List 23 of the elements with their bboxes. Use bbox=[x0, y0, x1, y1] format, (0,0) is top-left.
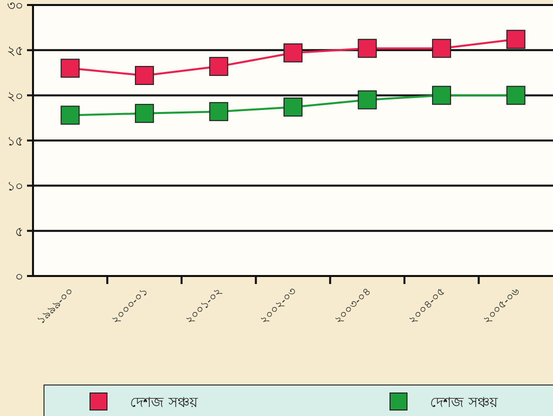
point bbox=[432, 86, 452, 105]
y-tick-label: ৫ bbox=[15, 224, 23, 240]
point bbox=[60, 58, 80, 78]
point bbox=[284, 98, 302, 117]
point bbox=[134, 66, 154, 85]
y-tick-label: ৩০ bbox=[7, 0, 23, 14]
point bbox=[134, 104, 154, 123]
y-tick-label: ০ bbox=[15, 270, 23, 285]
point bbox=[432, 38, 452, 58]
point bbox=[506, 86, 526, 105]
y-tick-label: ১৫ bbox=[7, 134, 23, 150]
y-tick-label: ১০ bbox=[7, 180, 23, 195]
y-tick-label: ২৫ bbox=[7, 44, 23, 60]
point bbox=[284, 43, 302, 62]
point bbox=[358, 90, 377, 110]
legend-label: দেশজ সঞ্চয় bbox=[130, 395, 198, 411]
legend-label: দেশজ সঞ্চয় bbox=[430, 395, 498, 411]
point bbox=[209, 56, 228, 76]
point bbox=[506, 30, 526, 49]
point bbox=[358, 38, 377, 58]
point bbox=[60, 106, 80, 125]
y-tick-label: ২০ bbox=[7, 89, 23, 104]
point bbox=[209, 102, 228, 122]
